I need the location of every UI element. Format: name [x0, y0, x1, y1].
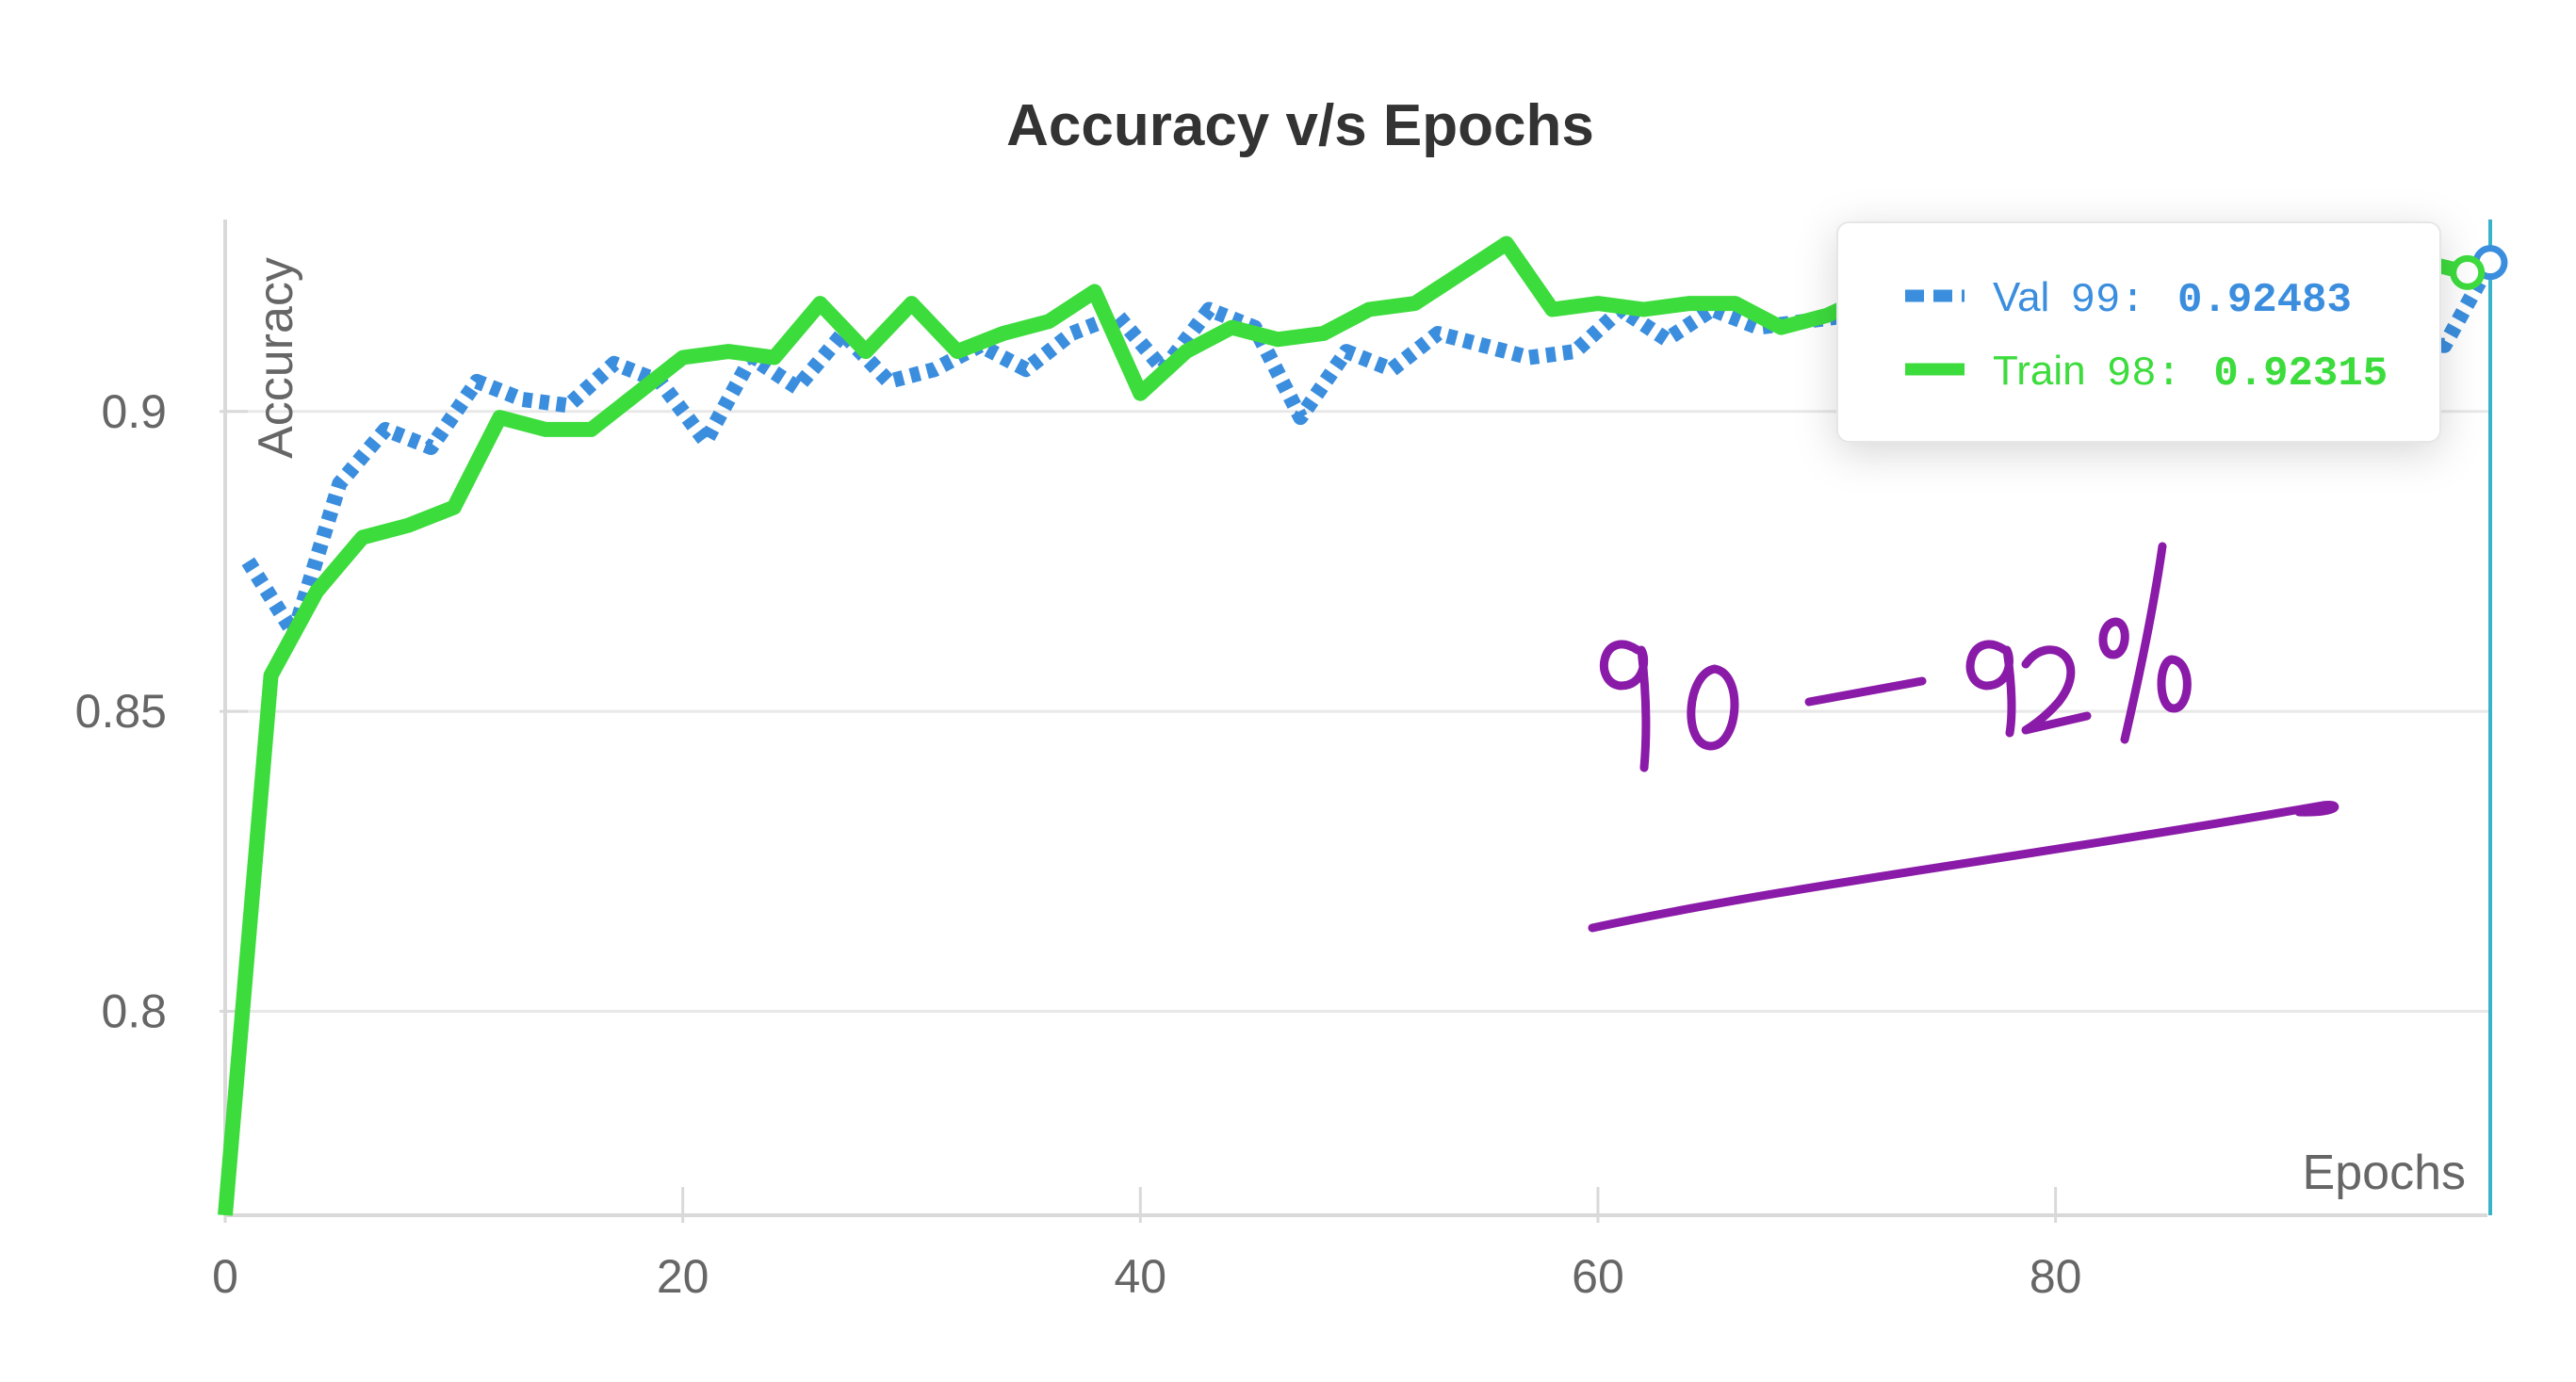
series-layer [218, 223, 2498, 1216]
val-legend-step: 99: [2071, 277, 2145, 324]
val-legend-label: Val [1993, 274, 2049, 320]
train-legend-step: 98: [2107, 350, 2181, 398]
x-tick-label: 40 [1115, 1250, 1167, 1303]
annotation-arrow [1588, 800, 2340, 933]
tooltip-box [1836, 221, 2441, 443]
annotation-digit-9b [1965, 640, 2016, 738]
tooltip-legend: Val 99: 0.92483 Train 98: 0.92315 [1836, 221, 2441, 443]
x-tick-label: 60 [1572, 1250, 1624, 1303]
annotation-digit-0 [1687, 664, 1739, 751]
svg-text:Val 99: 0.9248: Val 99: 0.92483 [1993, 274, 2352, 324]
y-tick-label: 0.85 [75, 685, 167, 738]
val-series-line [241, 258, 2498, 642]
x-tick-label: 80 [2030, 1250, 2082, 1303]
x-tick-label: 0 [212, 1250, 238, 1303]
annotation-percent-slash [2120, 542, 2167, 744]
handwritten-annotation [1588, 542, 2340, 933]
val-legend-value: 0.92483 [2177, 277, 2352, 324]
annotation-digit-9 [1599, 640, 1651, 772]
gridlines [225, 410, 2490, 1014]
train-hover-marker [2450, 254, 2486, 290]
y-axis-label: Accuracy [249, 257, 303, 459]
x-axis-ticks: 0 20 40 60 80 [212, 1187, 2081, 1303]
annotation-dash [1804, 676, 1927, 707]
svg-text:Train 98: 0.92: Train 98: 0.92315 [1993, 348, 2388, 398]
y-axis-ticks: 0.8 0.85 0.9 [75, 385, 248, 1038]
y-tick-label: 0.9 [101, 385, 167, 438]
chart-title: Accuracy v/s Epochs [1006, 93, 1594, 158]
train-series-line [218, 223, 2470, 1216]
hover-markers [2450, 245, 2508, 290]
annotation-digit-2 [2021, 645, 2092, 735]
x-axis-label: Epochs [2303, 1146, 2466, 1200]
annotation-percent-circle-top [2098, 617, 2129, 659]
y-tick-label: 0.8 [101, 985, 167, 1038]
annotation-percent-circle-bottom [2157, 655, 2192, 713]
train-legend-label: Train [1993, 348, 2086, 394]
train-legend-value: 0.92315 [2213, 350, 2388, 398]
x-tick-label: 20 [657, 1250, 709, 1303]
